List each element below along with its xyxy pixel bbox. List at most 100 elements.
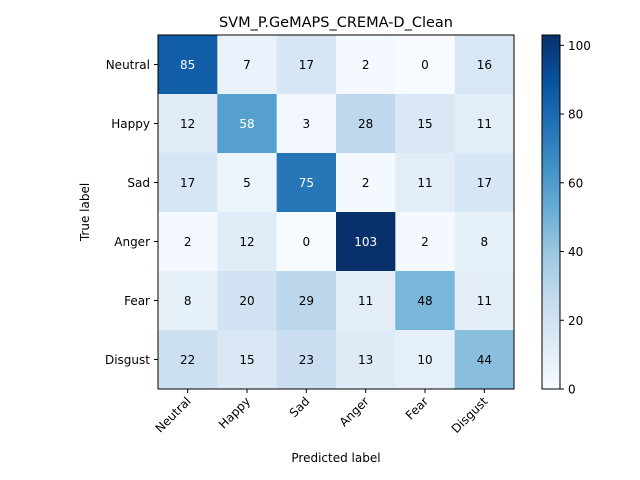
cell-value-label: 15 (417, 117, 432, 131)
heatmap-cell (217, 35, 278, 95)
heatmap-cell (454, 35, 515, 95)
heatmap-cell (276, 153, 337, 213)
heatmap-cell (158, 153, 218, 213)
cell-value-label: 8 (184, 294, 192, 308)
colorbar-tick-label: 0 (568, 383, 576, 397)
cell-value-label: 29 (299, 294, 314, 308)
heatmap-cells (158, 35, 515, 390)
x-tick-label: Sad (287, 394, 313, 420)
colorbar-tick-label: 60 (568, 176, 583, 190)
heatmap-cell (158, 35, 218, 95)
y-tick-label: Sad (127, 176, 150, 190)
heatmap-cell (276, 330, 337, 390)
x-tick-label: Happy (216, 394, 253, 431)
cell-value-label: 17 (299, 58, 314, 72)
cell-value-label: 2 (362, 58, 370, 72)
cell-value-label: 20 (239, 294, 254, 308)
heatmap-cell (217, 212, 278, 272)
heatmap-cell (158, 271, 218, 331)
heatmap-cell (336, 35, 396, 95)
heatmap-cell (454, 153, 515, 213)
cell-value-label: 28 (358, 117, 373, 131)
cell-value-label: 12 (239, 235, 254, 249)
heatmap-cell (395, 35, 456, 95)
heatmap-cell (395, 212, 456, 272)
y-axis-ticks: Neutral Happy Sad Anger Fear Disgust (105, 58, 158, 367)
cell-value-label: 13 (358, 353, 373, 367)
heatmap-cell (454, 271, 515, 331)
x-tick-label: Fear (403, 394, 431, 422)
heatmap-cell (158, 330, 218, 390)
cell-value-label: 11 (358, 294, 373, 308)
colorbar-tick-label: 100 (568, 39, 591, 53)
heatmap-cell (336, 271, 396, 331)
colorbar-tick-label: 80 (568, 108, 583, 122)
cell-value-label: 11 (477, 117, 492, 131)
heatmap-cell (276, 212, 337, 272)
x-tick-label: Anger (337, 394, 372, 429)
colorbar-tick-label: 40 (568, 245, 583, 259)
cell-value-label: 48 (417, 294, 432, 308)
x-tick-label: Disgust (449, 394, 491, 436)
x-axis-label: Predicted label (291, 451, 380, 465)
cell-value-label: 17 (180, 176, 195, 190)
y-axis-label: True label (78, 183, 92, 242)
heatmap-cell (158, 212, 218, 272)
colorbar-ticks: 0 20 40 60 80 100 (560, 39, 591, 397)
cell-value-label: 7 (243, 58, 251, 72)
chart-title: SVM_P.GeMAPS_CREMA-D_Clean (219, 15, 453, 31)
heatmap-cell (217, 271, 278, 331)
heatmap-cell (395, 94, 456, 154)
heatmap-cell (454, 212, 515, 272)
colorbar (541, 34, 561, 390)
heatmap-cell (158, 94, 218, 154)
y-tick-label: Fear (124, 294, 150, 308)
cell-value-label: 5 (243, 176, 251, 190)
x-tick-label: Neutral (153, 394, 194, 435)
cell-value-label: 75 (299, 176, 314, 190)
heatmap-cell (454, 330, 515, 390)
cell-value-label: 2 (421, 235, 429, 249)
cell-value-label: 103 (354, 235, 377, 249)
cell-value-label: 44 (477, 353, 492, 367)
cell-value-label: 2 (362, 176, 370, 190)
cell-value-label: 23 (299, 353, 314, 367)
heatmap-cell (276, 35, 337, 95)
y-tick-label: Neutral (106, 58, 150, 72)
heatmap-cell (276, 94, 337, 154)
y-tick-label: Happy (111, 117, 150, 131)
heatmap-cell (336, 153, 396, 213)
cell-value-label: 0 (421, 58, 429, 72)
heatmap-cell (336, 330, 396, 390)
cell-value-label: 16 (477, 58, 492, 72)
cell-value-label: 85 (180, 58, 195, 72)
cell-value-label: 8 (481, 235, 489, 249)
cell-value-label: 11 (417, 176, 432, 190)
y-tick-label: Anger (114, 235, 150, 249)
x-axis-ticks: Neutral Happy Sad Anger Fear Disgust (153, 389, 491, 436)
y-tick-label: Disgust (105, 353, 150, 367)
cell-value-label: 12 (180, 117, 195, 131)
cell-value-label: 10 (417, 353, 432, 367)
heatmap-cell (454, 94, 515, 154)
heatmap-cell (395, 271, 456, 331)
heatmap-cell (276, 271, 337, 331)
cell-value-label: 22 (180, 353, 195, 367)
cell-value-label: 3 (303, 117, 311, 131)
cell-value-label: 0 (303, 235, 311, 249)
heatmap-cell (395, 153, 456, 213)
cell-value-label: 15 (239, 353, 254, 367)
heatmap-cell (336, 212, 396, 272)
cell-value-label: 11 (477, 294, 492, 308)
heatmap-cell (336, 94, 396, 154)
heatmap-cell (217, 330, 278, 390)
heatmap-cell (217, 94, 278, 154)
colorbar-tick-label: 20 (568, 314, 583, 328)
heatmap-cell (217, 153, 278, 213)
heatmap-cell (395, 330, 456, 390)
cell-value-label: 58 (239, 117, 254, 131)
cell-value-label: 17 (477, 176, 492, 190)
plot-frame (157, 34, 515, 390)
